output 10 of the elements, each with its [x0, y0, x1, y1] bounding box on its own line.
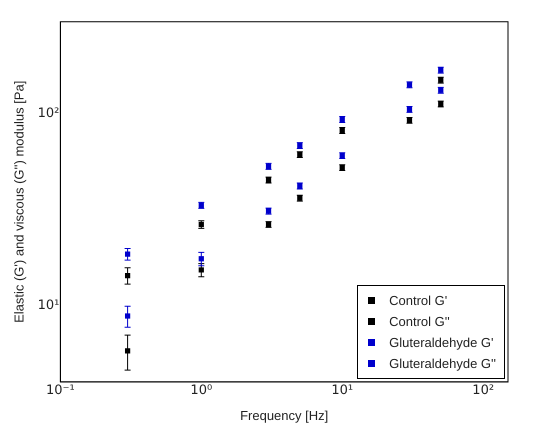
x-axis-title: Frequency [Hz]	[240, 408, 328, 423]
legend-label: Gluteraldehyde G'	[389, 334, 494, 350]
x-tick-label: 10²	[472, 382, 494, 398]
x-tick-label: 10¹	[331, 382, 354, 398]
legend-label: Control G'	[389, 292, 448, 308]
y-axis-title: Elastic (G') and viscous (G'') modulus [Pa]	[11, 80, 26, 323]
x-tick-label: 10⁻¹	[46, 382, 75, 398]
x-tick-label: 10⁰	[190, 382, 212, 398]
legend-label: Control G''	[389, 314, 450, 329]
legend-label: Gluteraldehyde G''	[389, 356, 496, 371]
